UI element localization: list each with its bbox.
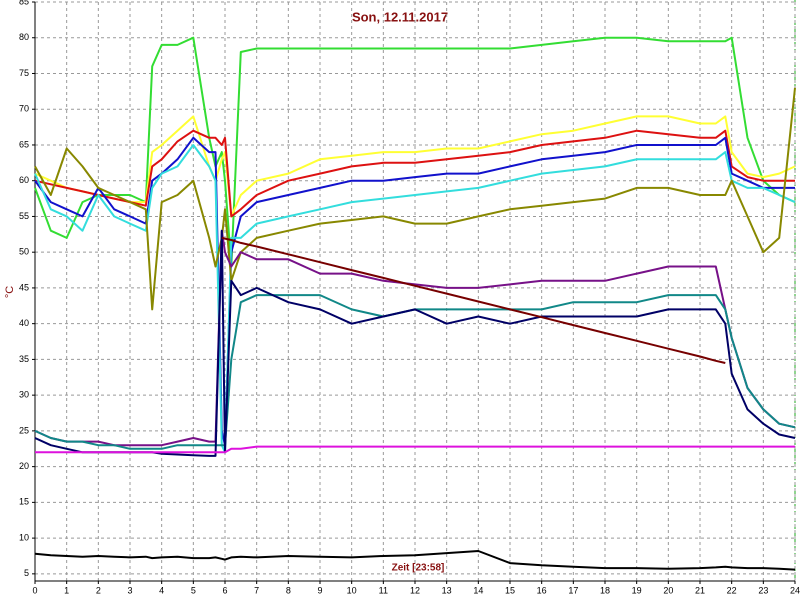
y-tick-label: 35 <box>19 354 29 364</box>
y-tick-label: 45 <box>19 282 29 292</box>
data-line <box>34 129 795 218</box>
x-axis-label: Zeit [23:58] <box>392 563 445 574</box>
x-tick-label: 0 <box>32 585 37 595</box>
x-tick-label: 9 <box>317 585 322 595</box>
x-tick-label: 4 <box>159 585 164 595</box>
data-line <box>34 115 796 218</box>
data-line <box>34 294 796 450</box>
x-tick-label: 19 <box>632 585 642 595</box>
x-tick-label: 22 <box>727 585 737 595</box>
y-tick-label: 75 <box>19 68 29 78</box>
y-tick-label: 30 <box>19 390 29 400</box>
data-line <box>34 136 795 447</box>
y-tick-label: 15 <box>19 497 29 507</box>
x-tick-label: 7 <box>254 585 259 595</box>
y-tick-label: 40 <box>19 318 29 328</box>
y-tick-label: 20 <box>19 461 29 471</box>
y-axis-label: °C <box>4 286 16 298</box>
chart-title: Son, 12.11.2017 <box>352 9 448 24</box>
data-line <box>35 445 795 454</box>
y-tick-label: 70 <box>19 104 29 114</box>
x-tick-label: 17 <box>568 585 578 595</box>
y-tick-label: 85 <box>19 0 29 6</box>
x-tick-label: 16 <box>537 585 547 595</box>
x-tick-label: 20 <box>663 585 673 595</box>
data-line <box>34 36 796 268</box>
y-tick-label: 65 <box>19 139 29 149</box>
x-tick-label: 10 <box>347 585 357 595</box>
x-tick-label: 12 <box>410 585 420 595</box>
x-tick-label: 2 <box>96 585 101 595</box>
data-line <box>34 144 796 454</box>
x-tick-label: 5 <box>191 585 196 595</box>
y-tick-label: 50 <box>19 247 29 257</box>
y-tick-label: 80 <box>19 32 29 42</box>
x-tick-label: 6 <box>222 585 227 595</box>
y-tick-label: 25 <box>19 425 29 435</box>
x-tick-label: 3 <box>127 585 132 595</box>
x-tick-label: 13 <box>442 585 452 595</box>
y-tick-label: 60 <box>19 175 29 185</box>
x-tick-label: 18 <box>600 585 610 595</box>
y-tick-label: 5 <box>24 568 29 578</box>
x-tick-label: 8 <box>286 585 291 595</box>
data-line <box>34 550 796 571</box>
x-tick-label: 1 <box>64 585 69 595</box>
x-tick-label: 14 <box>473 585 483 595</box>
data-line <box>34 87 796 311</box>
data-line <box>221 236 726 364</box>
x-tick-label: 24 <box>790 585 800 595</box>
x-tick-label: 23 <box>758 585 768 595</box>
data-line <box>34 229 796 447</box>
x-tick-label: 15 <box>505 585 515 595</box>
y-tick-label: 55 <box>19 211 29 221</box>
y-tick-label: 10 <box>19 532 29 542</box>
x-tick-label: 21 <box>695 585 705 595</box>
x-tick-label: 11 <box>379 585 388 595</box>
